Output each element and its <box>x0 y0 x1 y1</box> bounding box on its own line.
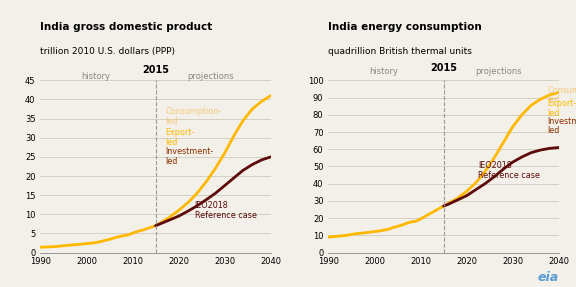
Text: Investment-
led: Investment- led <box>547 117 576 135</box>
Text: IEO2018
Reference case: IEO2018 Reference case <box>478 161 540 180</box>
Text: Investment-
led: Investment- led <box>166 147 214 166</box>
Text: projections: projections <box>188 72 234 81</box>
Text: eia: eia <box>537 271 559 284</box>
Text: Export-
led: Export- led <box>166 128 195 147</box>
Text: quadrillion British thermal units: quadrillion British thermal units <box>328 47 472 56</box>
Text: Consumption-
led: Consumption- led <box>547 86 576 104</box>
Text: history: history <box>369 67 398 76</box>
Text: trillion 2010 U.S. dollars (PPP): trillion 2010 U.S. dollars (PPP) <box>40 47 175 56</box>
Text: India energy consumption: India energy consumption <box>328 22 482 32</box>
Text: projections: projections <box>476 67 522 76</box>
Text: 2015: 2015 <box>430 63 457 73</box>
Text: Export-
led: Export- led <box>547 99 576 118</box>
Text: 2015: 2015 <box>142 65 169 75</box>
Text: Consumption-
led: Consumption- led <box>166 107 222 126</box>
Text: history: history <box>81 72 110 81</box>
Text: IEO2018
Reference case: IEO2018 Reference case <box>195 201 256 220</box>
Text: India gross domestic product: India gross domestic product <box>40 22 213 32</box>
